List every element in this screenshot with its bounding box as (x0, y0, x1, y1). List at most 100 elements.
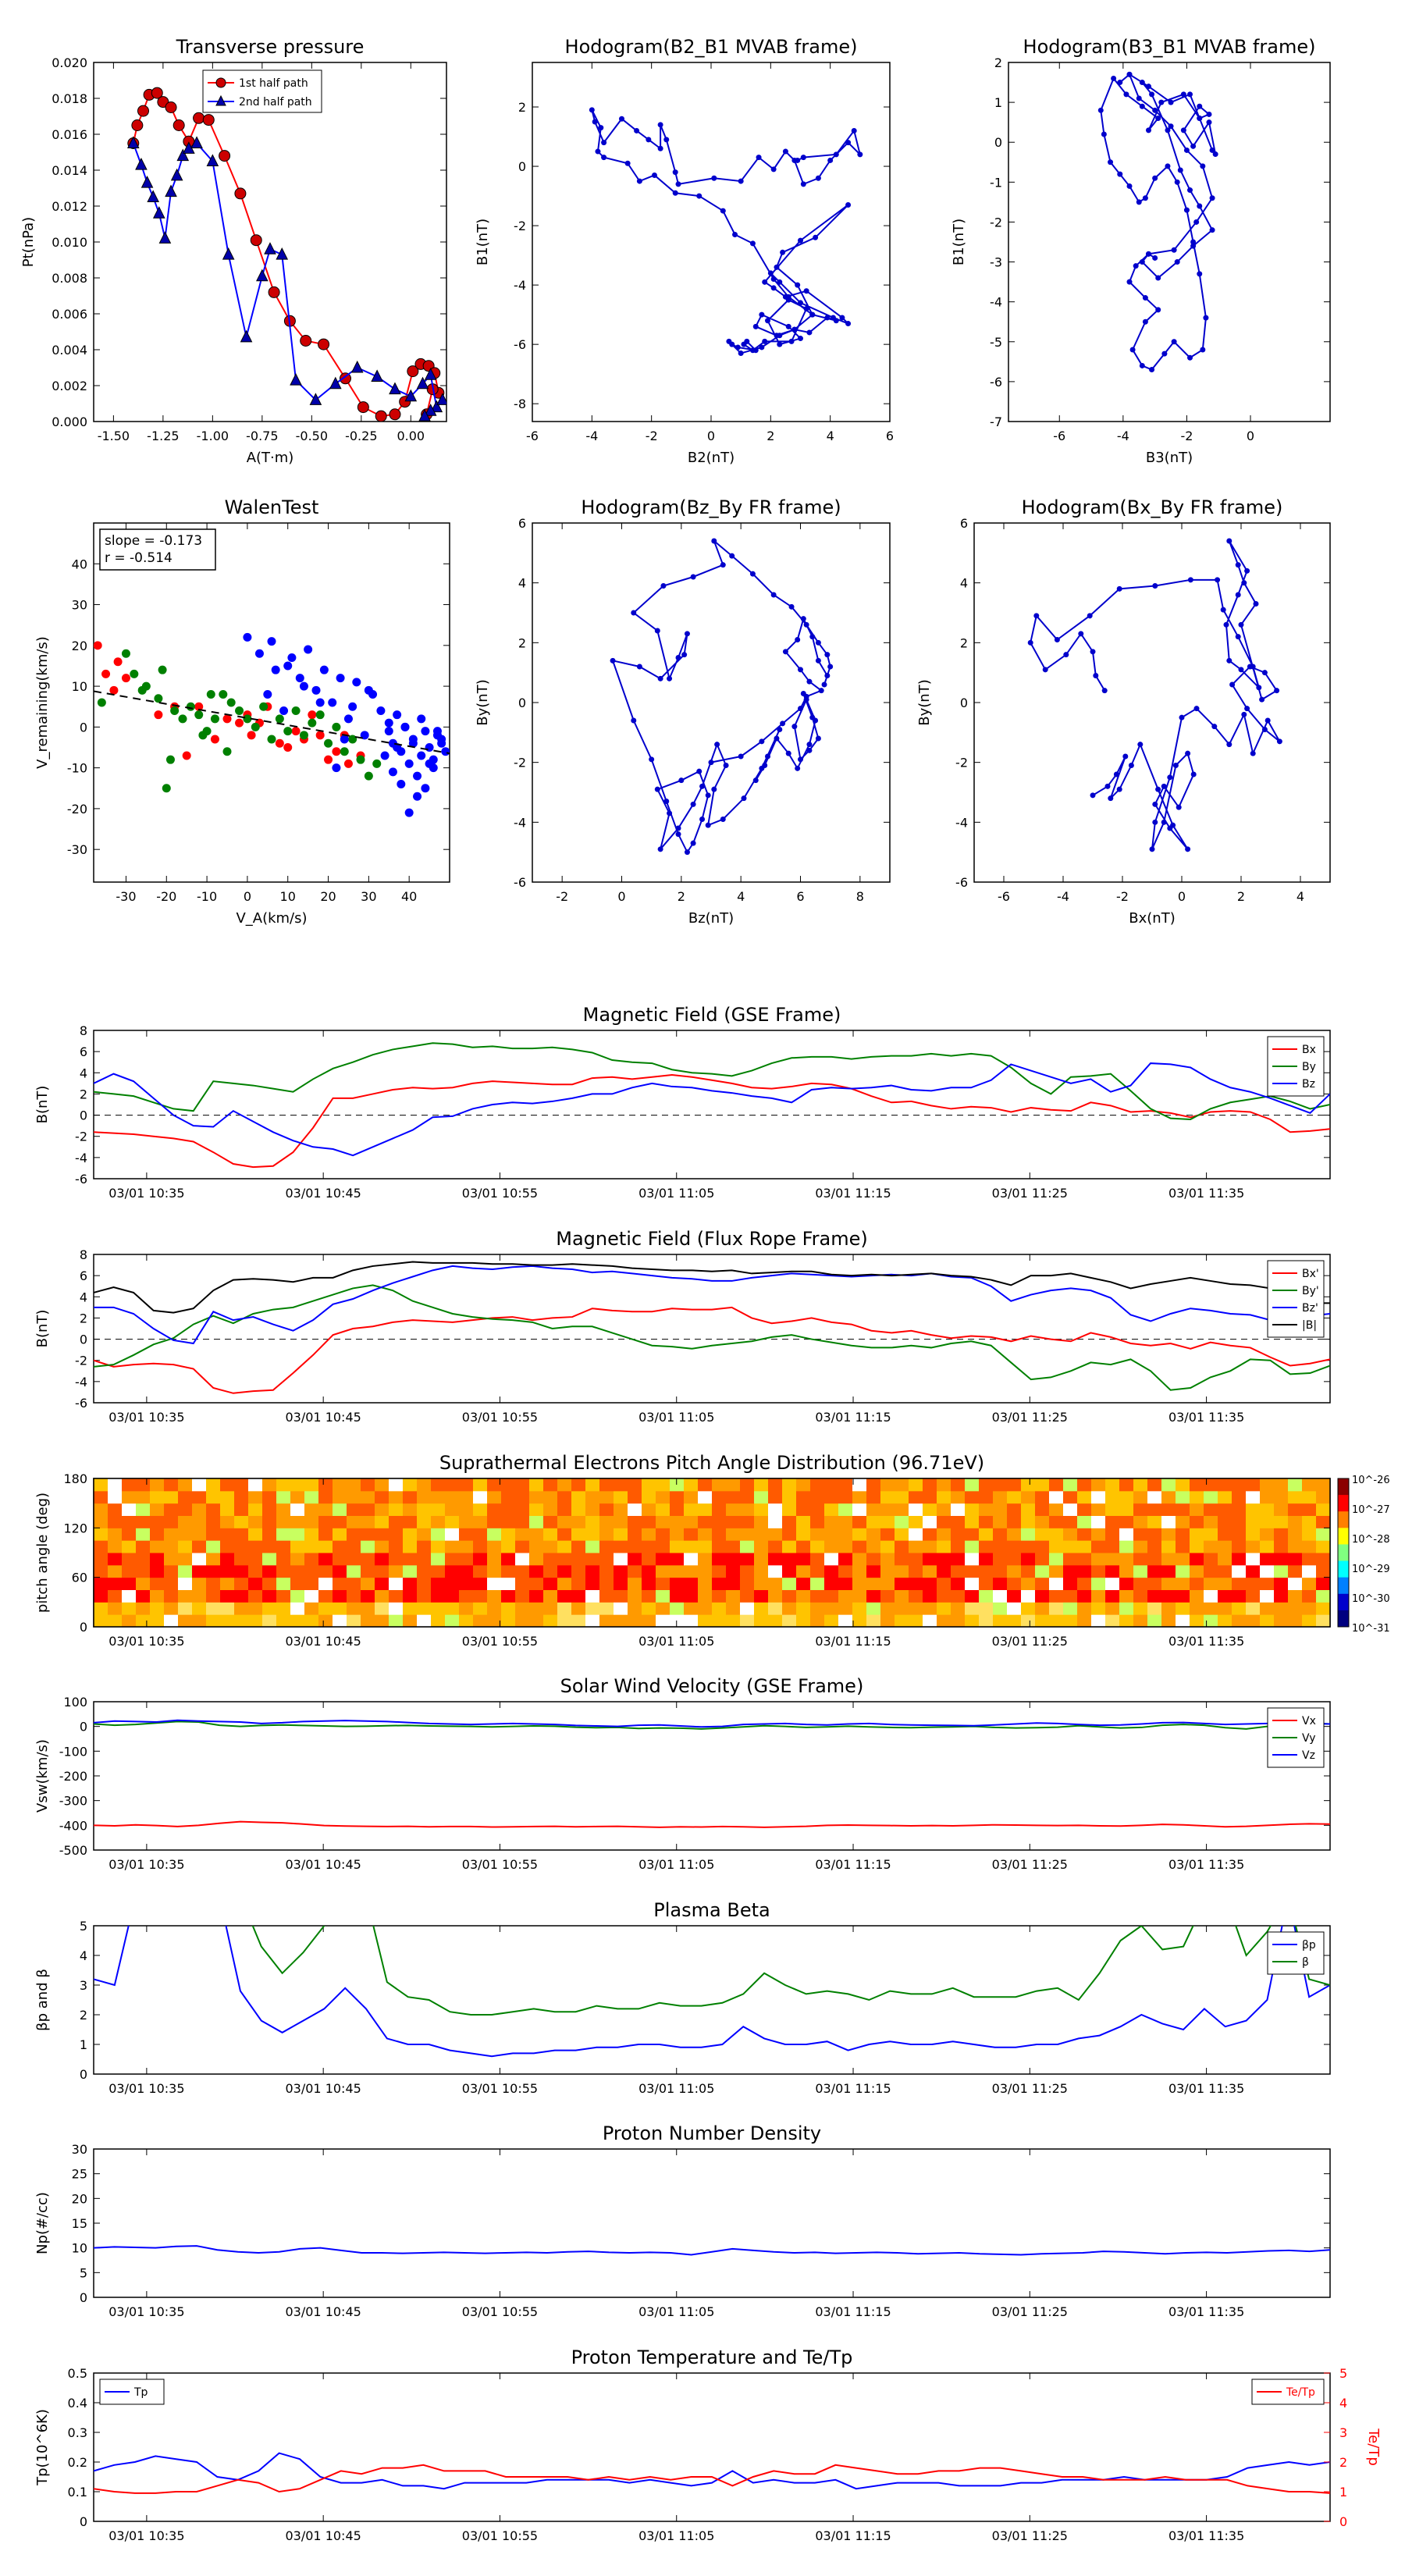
mag_fr-legend-label: |B| (1302, 1319, 1317, 1332)
hodo_b3_b1-xtick-label: -6 (1053, 429, 1065, 443)
pitch_angle-cell (1147, 1614, 1162, 1627)
walen_test-point (137, 685, 147, 695)
pitch_angle-cell (1161, 1577, 1176, 1590)
pitch_angle-cell (276, 1602, 291, 1615)
pitch_angle-cell (1133, 1515, 1148, 1528)
pitch_angle-cell (642, 1553, 656, 1566)
pitch_angle-cell (347, 1577, 361, 1590)
pitch_angle-cell (220, 1478, 235, 1492)
walen_test-point (332, 763, 341, 773)
hodo_bz_by-point (827, 664, 834, 670)
pitch_angle-cell (1035, 1589, 1050, 1603)
walen_test-point (299, 731, 308, 740)
hodo_b3_b1-point (1126, 279, 1133, 285)
pitch_angle-cell (501, 1589, 516, 1603)
hodo_b3_b1-point (1200, 347, 1206, 353)
pitch_angle-cell (1105, 1540, 1120, 1553)
pitch_angle-cell (1035, 1577, 1050, 1590)
pitch_angle-cell (698, 1490, 713, 1504)
pitch_angle-cell (1091, 1553, 1106, 1566)
hodo_b2_b1-point (726, 338, 732, 344)
pitch_angle-cell (670, 1503, 685, 1516)
pitch_angle-cell (220, 1490, 235, 1504)
hodo_b3_b1-point (1142, 195, 1148, 201)
pitch_angle-cell (824, 1589, 839, 1603)
hodo_b3_b1-point (1142, 318, 1148, 325)
pitch_angle-xtick-label: 03/01 10:45 (286, 1634, 361, 1649)
pitch_angle-colorbar-label: 10^-31 (1352, 1623, 1390, 1635)
pitch_angle-cell (290, 1614, 305, 1627)
pitch_angle-cell (1190, 1515, 1204, 1528)
hodo_bz_by-point (678, 777, 685, 784)
pitch_angle-cell (754, 1515, 769, 1528)
pitch_angle-cell (909, 1540, 923, 1553)
walen_test-ytick-label: 30 (72, 598, 87, 613)
pitch_angle-cell (459, 1577, 474, 1590)
mag_fr-series-By' (94, 1284, 1330, 1391)
pitch_angle-cell (220, 1540, 235, 1553)
hodo_b3_b1-point (1155, 307, 1161, 313)
pitch_angle-cell (1302, 1515, 1317, 1528)
mag_gse-legend-label: Bz (1302, 1078, 1315, 1091)
pitch_angle-cell (417, 1553, 432, 1566)
pitch_angle-cell (965, 1577, 980, 1590)
pitch_angle-cell (698, 1589, 713, 1603)
pitch_angle-cell (234, 1503, 249, 1516)
pitch_angle-cell (1119, 1553, 1134, 1566)
pitch_angle-cell (698, 1577, 713, 1590)
hodo_bx_by-ytick-label: 2 (960, 635, 968, 650)
pitch_angle-cell (585, 1528, 600, 1541)
pitch_angle-cell (529, 1564, 544, 1578)
proton_temp-xtick-label: 03/01 10:55 (462, 2528, 538, 2543)
pitch_angle-cell (1288, 1553, 1303, 1566)
pitch_angle-cell (810, 1614, 825, 1627)
pitch_angle-cell (614, 1553, 628, 1566)
pitch_angle-cell (965, 1553, 980, 1566)
sw_velocity-xtick-label: 03/01 11:05 (638, 1857, 714, 1872)
pitch_angle-cell (1218, 1564, 1232, 1578)
mag_gse-xtick-label: 03/01 11:15 (815, 1186, 891, 1201)
transverse_pressure-triangle-marker (165, 184, 177, 197)
pitch_angle-cell (333, 1540, 347, 1553)
proton_density-ytick-label: 0 (80, 2290, 87, 2305)
walen_test-point (97, 698, 106, 707)
pitch_angle-cell (375, 1490, 389, 1504)
pitch_angle-cell (866, 1490, 881, 1504)
pitch_angle-cell (1246, 1553, 1261, 1566)
transverse_pressure-panel: Transverse pressure-1.50 -1.25 -1.00 -0.75-… (20, 36, 447, 466)
pitch_angle-cell (824, 1577, 839, 1590)
hodo_b2_b1-path (591, 109, 862, 354)
pitch_angle-cell (1260, 1577, 1275, 1590)
hodo_bz_by-frame (532, 522, 891, 883)
pitch_angle-cell (1091, 1589, 1106, 1603)
pitch_angle-cell (248, 1553, 263, 1566)
walen_test-ytick-label: -20 (67, 802, 87, 817)
walen_test-point (417, 751, 426, 760)
pitch_angle-cell (993, 1589, 1008, 1603)
pitch_angle-cell (501, 1602, 516, 1615)
pitch_angle-cell (361, 1503, 375, 1516)
walen_test-point (222, 747, 232, 756)
pitch_angle-cell (1161, 1614, 1176, 1627)
pitch_angle-cell (318, 1503, 333, 1516)
pitch_angle-cell (1091, 1577, 1106, 1590)
pitch_angle-colorbar-segment (1338, 1560, 1349, 1578)
pitch_angle-cell (1119, 1589, 1134, 1603)
pitch_angle-cell (375, 1577, 389, 1590)
pitch_angle-cell (852, 1553, 867, 1566)
hodo_b3_b1-point (1101, 131, 1107, 137)
pitch_angle-cell (220, 1503, 235, 1516)
pitch_angle-cell (782, 1564, 797, 1578)
hodo_bx_by-point (1108, 795, 1114, 802)
transverse_pressure-triangle-marker (404, 389, 418, 402)
pitch_angle-cell (459, 1614, 474, 1627)
pitch_angle-cell (923, 1503, 937, 1516)
walen_test-point (417, 714, 426, 724)
hodo_b2_b1-xtick-label: -4 (585, 429, 598, 443)
pitch_angle-cell (1190, 1540, 1204, 1553)
walen_test-point (279, 706, 289, 715)
pitch_angle-cell (276, 1515, 291, 1528)
pitch_angle-cell (1035, 1478, 1050, 1492)
mag_gse-ytick-label: -6 (75, 1172, 87, 1187)
